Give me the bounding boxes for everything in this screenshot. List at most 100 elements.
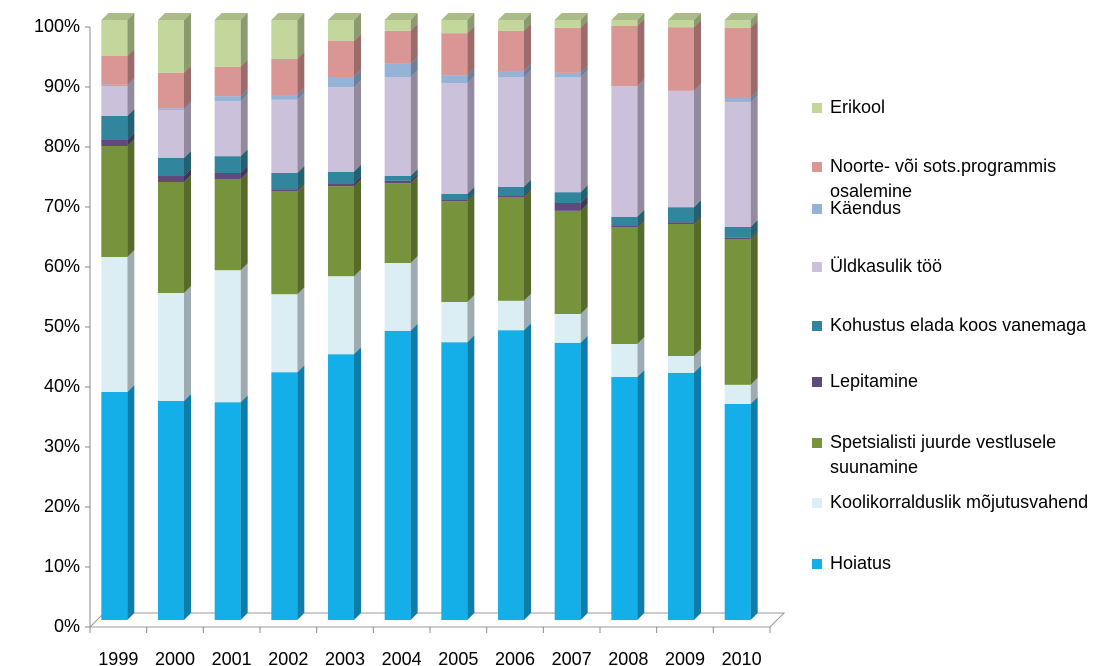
bar xyxy=(101,257,128,392)
bar-side xyxy=(694,365,701,620)
bar-side xyxy=(467,193,475,202)
legend-swatch xyxy=(812,559,822,569)
bar-side xyxy=(750,95,758,227)
bar xyxy=(271,189,298,191)
bar xyxy=(724,239,751,385)
bar-side xyxy=(297,88,305,100)
bar-side xyxy=(240,263,248,403)
bar-side xyxy=(467,68,475,83)
legend-swatch xyxy=(812,262,822,272)
bar xyxy=(498,77,524,187)
bar xyxy=(441,75,468,83)
legend-item: Kohustus elada koos vanemaga xyxy=(812,313,1104,338)
bar-side xyxy=(297,182,305,191)
legend-item: Koolikorralduslik mõjutusvahend xyxy=(812,490,1104,515)
legend-item: Käendus xyxy=(812,196,1104,221)
bar-side xyxy=(750,377,758,404)
bar-side xyxy=(580,335,588,620)
bar xyxy=(158,176,184,182)
legend-swatch xyxy=(812,204,822,214)
bar xyxy=(441,194,468,200)
bar xyxy=(328,87,354,172)
bar-side xyxy=(127,79,135,116)
bar-top xyxy=(271,13,305,20)
bar xyxy=(271,191,298,295)
bar xyxy=(668,224,694,356)
legend-swatch xyxy=(812,103,822,113)
bar xyxy=(724,237,751,239)
bar-side xyxy=(354,347,361,620)
bar-top xyxy=(101,13,135,20)
bar xyxy=(441,302,468,343)
bar xyxy=(384,263,411,331)
bar-side xyxy=(524,293,531,331)
bar xyxy=(611,377,638,620)
bar xyxy=(158,20,184,73)
bar-side xyxy=(580,203,588,314)
y-tick-label: 20% xyxy=(44,496,80,516)
bar xyxy=(384,20,411,31)
legend-label: Spetsialisti juurde vestlusele suunamine xyxy=(830,432,1057,477)
bar-side xyxy=(694,217,701,356)
bar-side xyxy=(297,287,305,373)
bar xyxy=(668,372,694,620)
bar xyxy=(724,20,751,28)
bar-side xyxy=(127,109,135,140)
bar-side xyxy=(127,49,135,85)
bar xyxy=(158,72,184,109)
bar-side xyxy=(637,218,645,227)
bar xyxy=(101,86,128,116)
bar-side xyxy=(240,149,248,173)
bar xyxy=(158,293,184,401)
bar xyxy=(328,183,354,187)
bar xyxy=(328,276,354,355)
bar-side xyxy=(410,323,418,620)
y-tick-label: 0% xyxy=(54,616,80,636)
x-tick-label: 2008 xyxy=(608,649,648,666)
bar xyxy=(668,27,694,91)
bar xyxy=(554,72,581,77)
bar xyxy=(101,392,128,620)
bar-side xyxy=(750,13,758,28)
bar-side xyxy=(127,133,135,146)
legend-label: Koolikorralduslik mõjutusvahend xyxy=(830,492,1089,512)
bar xyxy=(611,344,638,377)
x-tick-label: 2003 xyxy=(325,649,365,666)
y-tick-label: 80% xyxy=(44,136,80,156)
legend-item: Erikool xyxy=(812,95,1104,120)
bar-side xyxy=(297,92,305,173)
bar xyxy=(328,171,354,184)
bar-top xyxy=(384,13,418,20)
bar-side xyxy=(240,94,248,157)
bar-side xyxy=(694,83,701,208)
bar xyxy=(271,294,298,373)
bar-top xyxy=(724,13,758,20)
bar-side xyxy=(750,232,758,385)
bar xyxy=(441,201,468,302)
x-tick-label: 2002 xyxy=(268,649,308,666)
bar-side xyxy=(580,20,588,73)
bar-side xyxy=(127,13,135,56)
bar xyxy=(554,203,581,211)
bar-side xyxy=(637,370,645,620)
bar xyxy=(384,180,411,184)
bar-side xyxy=(467,335,475,620)
x-tick-label: 2009 xyxy=(665,649,705,666)
bar xyxy=(611,225,638,227)
bar-side xyxy=(354,269,361,355)
x-tick-label: 2007 xyxy=(552,649,592,666)
bar xyxy=(328,354,354,620)
bar xyxy=(611,26,638,86)
y-tick-label: 40% xyxy=(44,376,80,396)
x-tick-label: 2010 xyxy=(722,649,762,666)
bar xyxy=(441,200,468,202)
bar-side xyxy=(127,385,135,620)
legend-item: Spetsialisti juurde vestlusele suunamine xyxy=(812,430,1104,480)
bar xyxy=(554,210,581,314)
bar-side xyxy=(637,79,645,217)
x-tick-label: 2006 xyxy=(495,649,535,666)
bar xyxy=(724,404,751,620)
bar-top xyxy=(441,13,475,20)
